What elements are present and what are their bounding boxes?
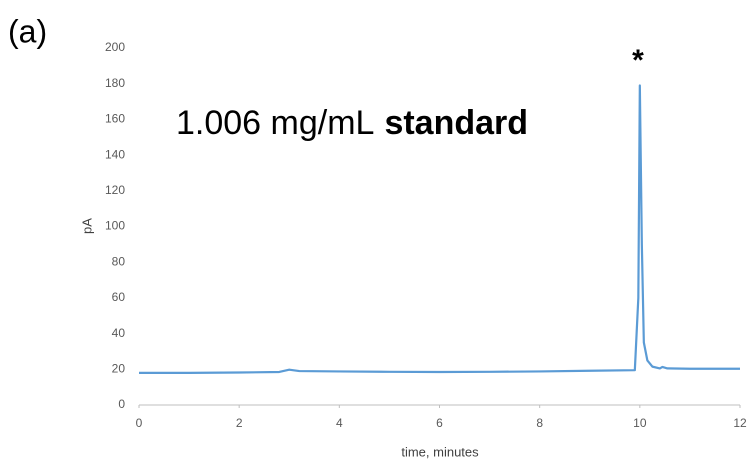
annotation: 1.006 mg/mL standard	[176, 104, 528, 142]
y-tick-label: 160	[105, 112, 125, 126]
x-tick-label: 12	[733, 416, 747, 430]
x-tick-label: 4	[336, 416, 343, 430]
x-axis-title: time, minutes	[401, 444, 479, 459]
y-tick-label: 60	[112, 290, 126, 304]
y-tick-label: 80	[112, 254, 126, 268]
x-tick-label: 10	[633, 416, 647, 430]
y-tick-label: 180	[105, 76, 125, 90]
y-tick-label: 120	[105, 183, 125, 197]
y-axis-title: pA	[79, 218, 94, 234]
peak-marker: *	[632, 44, 644, 77]
y-tick-label: 0	[118, 397, 125, 411]
annotation-text: 1.006 mg/mL	[176, 104, 374, 142]
x-tick-label: 0	[136, 416, 143, 430]
y-tick-label: 40	[112, 326, 126, 340]
panel-label: (a)	[8, 13, 47, 49]
x-tick-label: 8	[536, 416, 543, 430]
x-tick-label: 6	[436, 416, 443, 430]
y-tick-label: 140	[105, 147, 125, 161]
y-tick-label: 200	[105, 40, 125, 54]
y-tick-label: 100	[105, 219, 125, 233]
annotation-bold: standard	[384, 104, 528, 142]
x-tick-label: 2	[236, 416, 243, 430]
y-tick-label: 20	[112, 361, 126, 375]
data-line	[139, 84, 740, 374]
